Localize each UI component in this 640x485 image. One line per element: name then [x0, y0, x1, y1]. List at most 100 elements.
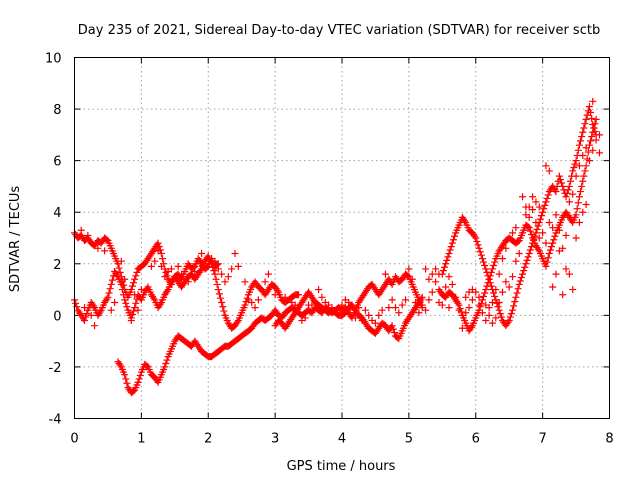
data-point: [484, 272, 492, 280]
chart-title: Day 235 of 2021, Sidereal Day-to-day VTE…: [78, 23, 600, 38]
data-point: [155, 243, 163, 251]
data-point: [295, 291, 303, 299]
data-point: [476, 248, 484, 256]
data-point: [157, 262, 165, 270]
data-point: [301, 314, 309, 322]
data-point: [581, 167, 589, 175]
data-point: [465, 288, 473, 296]
data-point: [573, 205, 581, 213]
data-point: [452, 293, 460, 301]
data-point: [128, 282, 136, 290]
x-tick-label: 5: [405, 432, 413, 447]
data-point: [131, 291, 139, 299]
data-point: [271, 291, 279, 299]
data-point: [545, 249, 553, 257]
data-point: [368, 317, 376, 325]
data-point: [231, 249, 239, 257]
x-tick-label: 7: [538, 432, 546, 447]
data-point: [385, 304, 393, 312]
data-point: [219, 303, 227, 311]
data-point: [577, 137, 585, 145]
data-point: [482, 317, 490, 325]
data-point: [135, 375, 143, 383]
data-point: [438, 301, 446, 309]
data-point: [520, 267, 528, 275]
data-point: [536, 215, 544, 223]
data-point: [308, 301, 316, 309]
data-point: [83, 310, 91, 318]
data-point: [488, 265, 496, 273]
data-point: [241, 278, 249, 286]
x-tick-label: 8: [605, 432, 613, 447]
data-point: [118, 286, 126, 294]
data-point: [581, 120, 589, 128]
data-point: [132, 299, 140, 307]
data-point: [516, 277, 524, 285]
data-point: [448, 239, 456, 247]
data-point: [150, 294, 158, 302]
data-point: [375, 311, 383, 319]
data-point: [328, 304, 336, 312]
data-point: [444, 253, 452, 261]
data-point: [510, 302, 518, 310]
data-point: [515, 280, 523, 288]
data-point: [517, 274, 525, 282]
x-tick-label: 1: [137, 432, 145, 447]
data-point: [509, 273, 517, 281]
data-point: [543, 194, 551, 202]
data-point: [281, 293, 289, 301]
data-point: [133, 268, 141, 276]
data-point: [128, 310, 136, 318]
data-point: [476, 303, 484, 311]
data-point: [224, 273, 232, 281]
data-point: [569, 167, 577, 175]
data-point: [462, 293, 470, 301]
data-point: [136, 372, 144, 380]
data-point: [213, 280, 221, 288]
data-point: [506, 313, 514, 321]
data-point: [539, 208, 547, 216]
series-scatter-extra: [77, 97, 603, 332]
data-point: [535, 234, 543, 242]
y-tick-label: -2: [49, 361, 62, 376]
data-point: [555, 172, 563, 180]
data-point: [147, 262, 155, 270]
data-point: [579, 208, 587, 216]
data-point: [521, 263, 529, 271]
data-point: [72, 299, 80, 307]
data-point: [552, 211, 560, 219]
data-point: [402, 296, 410, 304]
data-point: [156, 300, 164, 308]
data-point: [448, 280, 456, 288]
data-point: [174, 262, 182, 270]
data-point: [104, 293, 112, 301]
data-point: [569, 286, 577, 294]
data-point: [562, 265, 570, 273]
data-point: [509, 306, 517, 314]
data-point: [563, 189, 571, 197]
data-point: [542, 239, 550, 247]
data-point: [480, 292, 488, 300]
data-point: [524, 253, 532, 261]
data-point: [210, 267, 218, 275]
data-point: [408, 275, 416, 283]
data-point: [562, 231, 570, 239]
data-point: [233, 318, 241, 326]
data-point: [134, 306, 142, 314]
data-point: [582, 144, 590, 152]
data-point: [243, 294, 251, 302]
data-point: [562, 193, 570, 201]
data-point: [462, 309, 470, 317]
data-point: [572, 211, 580, 219]
data-point: [130, 307, 138, 315]
data-point: [161, 363, 169, 371]
data-point: [534, 245, 542, 253]
data-point: [123, 379, 131, 387]
data-point: [519, 193, 527, 201]
data-point: [120, 291, 128, 299]
data-point: [221, 278, 229, 286]
data-point: [502, 244, 510, 252]
data-point: [548, 243, 556, 251]
data-point: [390, 329, 398, 337]
data-point: [184, 278, 192, 286]
